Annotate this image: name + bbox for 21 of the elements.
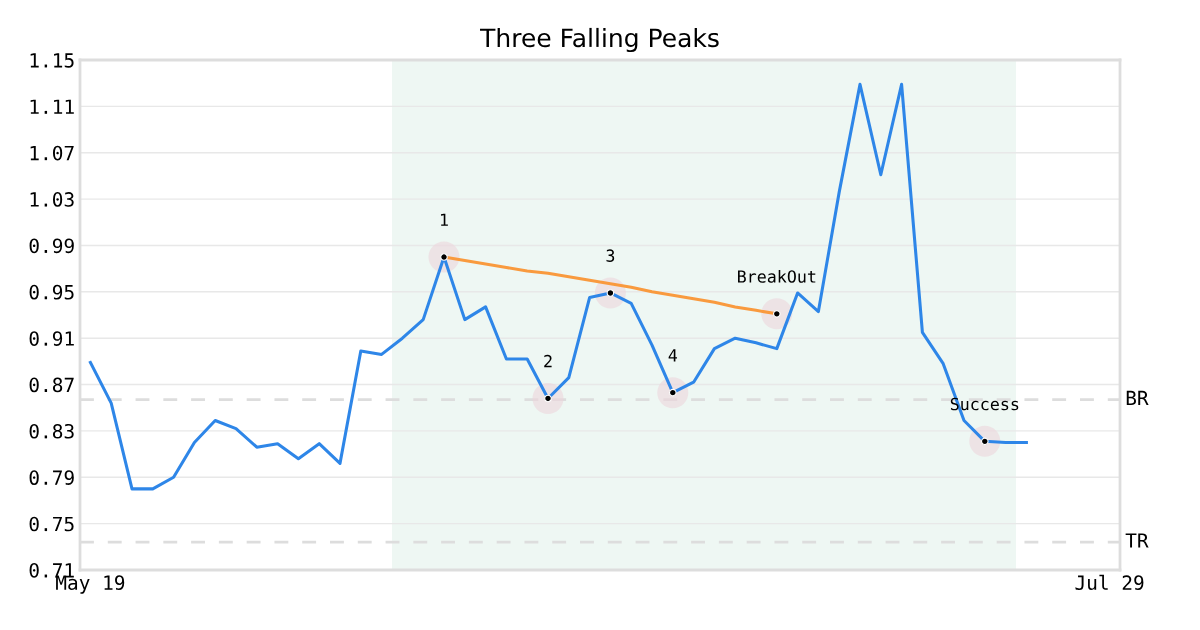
y-tick-label: 1.03 xyxy=(30,192,74,207)
y-tick-label: 0.91 xyxy=(29,331,74,346)
x-tick-label: Jul 29 xyxy=(1075,574,1144,591)
y-tick-label: 0.79 xyxy=(29,470,74,485)
y-tick-label: 0.75 xyxy=(29,516,74,532)
annotation: 4 xyxy=(668,349,678,362)
annotation: BreakOut xyxy=(738,269,816,283)
y-tick-label: 0.87 xyxy=(29,377,74,393)
y-tick-label: 1.11 xyxy=(30,99,74,114)
ref-line-label: BR xyxy=(1126,390,1149,406)
y-tick-label: 0.83 xyxy=(29,423,74,439)
y-tick-label: 1.15 xyxy=(30,53,74,68)
annotation: 3 xyxy=(606,249,615,262)
y-tick-label: 0.99 xyxy=(29,238,74,254)
chart-title: Three Falling Peaks xyxy=(480,27,719,53)
annotation: 1 xyxy=(440,213,448,226)
annotation: 2 xyxy=(544,354,552,368)
y-tick-label: 1.07 xyxy=(30,145,74,161)
ref-line-label: TR xyxy=(1125,533,1149,548)
y-tick-label: 0.95 xyxy=(29,284,74,300)
line-series xyxy=(88,82,1028,491)
